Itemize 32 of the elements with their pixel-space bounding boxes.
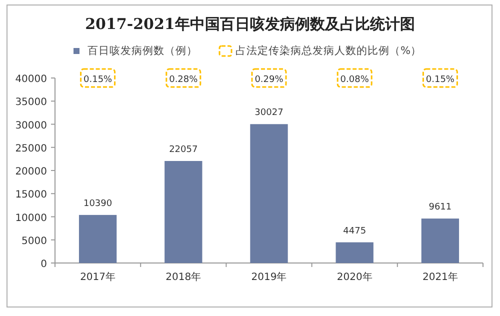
bar (78, 214, 117, 263)
y-tick-label: 10000 (15, 212, 47, 224)
data-label: 30027 (254, 108, 284, 118)
data-label: 0.15% (426, 75, 455, 85)
data-label: 0.15% (84, 75, 113, 85)
x-tick-label: 2020年 (336, 271, 372, 283)
data-label: 0.28% (169, 75, 198, 85)
y-tick-label: 35000 (15, 97, 47, 108)
data-label: 22057 (169, 144, 198, 155)
data-label: 0.29% (254, 75, 284, 85)
bar (250, 124, 288, 263)
data-label: 0.08% (340, 75, 370, 85)
bar (164, 160, 202, 263)
y-tick-label: 5000 (22, 236, 47, 247)
bar (421, 218, 460, 263)
x-tick-label: 2018年 (166, 271, 202, 283)
y-tick-label: 30000 (15, 120, 47, 132)
bar (336, 242, 374, 263)
y-tick-label: 15000 (15, 190, 47, 201)
legend-label: 百日咳发病例数（例） (88, 44, 198, 57)
x-tick-label: 2019年 (251, 271, 287, 283)
y-tick-label: 40000 (15, 74, 47, 85)
x-tick-label: 2017年 (80, 271, 116, 283)
y-tick-label: 25000 (15, 143, 47, 154)
data-label: 9611 (428, 202, 452, 213)
x-tick-label: 2021年 (422, 271, 458, 283)
y-tick-label: 20000 (15, 166, 47, 178)
legend-label: 占法定传染病总发病人数的比例（%） (236, 44, 422, 57)
y-tick-label: 0 (40, 259, 47, 270)
data-label: 4475 (343, 226, 366, 236)
chart-title: 2017-2021年中国百日咳发病例数及占比统计图 (85, 15, 415, 33)
data-label: 10390 (83, 198, 112, 209)
